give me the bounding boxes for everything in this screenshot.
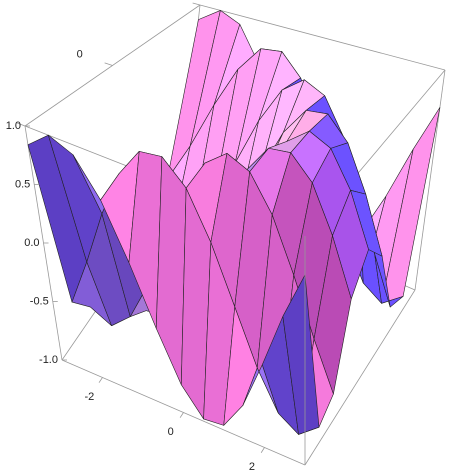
surface-patch (282, 274, 320, 435)
z-tick-label: 1.0 (6, 120, 21, 132)
z-tick-label: 0.0 (24, 237, 39, 249)
x-tick (260, 447, 265, 453)
z-tick-label: -1.0 (39, 354, 58, 366)
box-edge (414, 69, 446, 291)
surface-patch (155, 156, 187, 386)
x-tick-label: 2 (249, 461, 255, 472)
y-tick-label: 0 (77, 48, 83, 60)
y-tick (192, 2, 201, 6)
z-tick-label: -0.5 (30, 295, 49, 307)
y-tick (104, 62, 113, 66)
x-tick-label: 0 (168, 426, 174, 438)
x-tick (98, 377, 103, 383)
box-edge (304, 289, 416, 466)
x-tick-label: -2 (84, 391, 94, 403)
box-edge (199, 4, 446, 71)
y-tick-label: 2 (166, 0, 172, 3)
y-tick (16, 122, 26, 127)
z-tick-label: 0.5 (15, 178, 30, 190)
x-tick (179, 412, 184, 418)
